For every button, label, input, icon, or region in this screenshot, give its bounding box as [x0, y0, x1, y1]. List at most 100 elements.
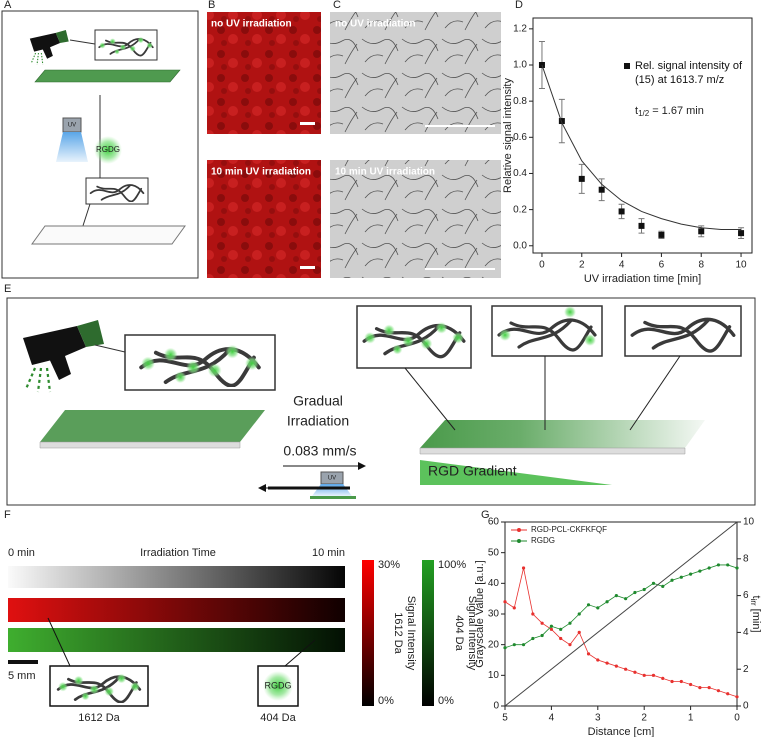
colorbar-max: 30%: [378, 559, 400, 571]
y-tick-label: 30: [488, 609, 500, 620]
data-point: [735, 695, 739, 699]
data-point: [738, 230, 745, 237]
image-caption: 10 min UV irradiation: [335, 167, 435, 178]
data-point: [658, 231, 665, 238]
data-point: [586, 652, 591, 656]
data-point: [661, 584, 665, 589]
x-tick-label: 8: [698, 260, 704, 271]
panel-label: C: [333, 0, 341, 11]
y-tick-label: 0.2: [513, 204, 527, 215]
x-tick-label: 4: [619, 260, 625, 271]
y-tick-label: 0.0: [513, 240, 527, 251]
spray-gun: [29, 30, 70, 66]
data-point: [624, 667, 628, 671]
time-gradient: [8, 566, 345, 588]
connector: [69, 39, 96, 45]
data-point: [716, 689, 721, 693]
data-point: [670, 578, 674, 582]
ms-image-404: [8, 628, 345, 652]
y2-tick-label: 10: [743, 517, 755, 528]
gradient-wedge: [420, 460, 612, 485]
legend-marker: [517, 539, 521, 543]
step-label: Gradual: [293, 393, 343, 409]
data-point: [549, 624, 554, 628]
y-tick-label: 0.4: [513, 168, 527, 179]
data-point: [521, 566, 526, 570]
annotation: t1/2 = 1.67 min: [635, 105, 704, 118]
data-point: [638, 222, 645, 229]
x-tick-label: 1: [688, 713, 694, 724]
x-tick-label: 6: [659, 260, 665, 271]
series-line: [504, 567, 738, 698]
data-point: [707, 566, 711, 570]
data-point: [679, 679, 683, 684]
annotation-main: t: [635, 105, 638, 117]
data-point: [577, 612, 581, 616]
arrow-head: [358, 462, 366, 470]
data-point: [558, 118, 565, 125]
x-tick-label: 2: [641, 713, 647, 724]
data-point: [707, 686, 711, 690]
y-tick-label: 60: [488, 517, 500, 528]
mass-label: 404 Da: [260, 712, 296, 724]
data-point: [512, 643, 516, 647]
uv-label: UV: [328, 476, 336, 482]
uv-light: [312, 484, 352, 496]
time-axis: Irradiation Time: [140, 547, 216, 559]
data-point: [540, 621, 544, 625]
data-point: [596, 658, 600, 662]
y2-tick-label: 8: [743, 553, 749, 564]
data-point: [735, 566, 739, 570]
legend-label: RGDG: [531, 536, 555, 545]
glow: [263, 671, 293, 701]
scale-bar: [300, 122, 315, 125]
data-point: [605, 661, 609, 665]
ms-image-1612: [8, 598, 345, 622]
micrograph: [207, 12, 321, 134]
data-point: [698, 686, 702, 690]
data-point: [633, 670, 637, 674]
x-tick-label: 0: [539, 260, 545, 271]
data-point: [531, 612, 535, 616]
x-axis-label: UV irradiation time [min]: [584, 273, 701, 285]
data-point: [698, 569, 702, 573]
uv-label: UV: [68, 123, 76, 129]
data-point: [689, 682, 693, 687]
data-point: [598, 186, 605, 193]
data-point: [651, 581, 656, 585]
data-point: [689, 572, 693, 576]
scale-bar: [300, 266, 315, 269]
x-tick-label: 4: [549, 713, 555, 724]
step-label: Irradiation: [287, 413, 349, 429]
time-end: 10 min: [312, 547, 345, 559]
legend-label: RGD-PCL-CKFKFQF: [531, 525, 607, 534]
y2-tick-label: 0: [743, 701, 749, 712]
connector: [284, 639, 316, 667]
x-tick-label: 0: [734, 713, 740, 724]
y-tick-label: 0.8: [513, 96, 527, 107]
slab-edge: [419, 447, 686, 455]
x-tick-label: 5: [502, 713, 508, 724]
slab: [40, 410, 265, 442]
series-line: [504, 564, 738, 649]
micrograph: [330, 160, 501, 278]
data-point: [521, 643, 526, 647]
annotation-sub: 1/2: [638, 109, 650, 118]
panel-label: B: [208, 0, 215, 11]
series-line: [504, 521, 738, 707]
data-point: [577, 630, 581, 635]
slab-mini: [310, 496, 356, 499]
legend-box: Rel. signal intensity of (15) at 1613.7 …: [635, 60, 742, 86]
data-point: [726, 563, 730, 567]
scale-label: 5 mm: [8, 670, 36, 682]
y2-axis-label: tirr [min]: [749, 595, 762, 632]
colorbar-min: 0%: [378, 695, 394, 707]
slab: [34, 69, 181, 83]
compound-label: RGDG: [265, 680, 292, 690]
data-point: [568, 643, 572, 647]
legend-label: Rel. signal intensity of (15) at 1613.7 …: [635, 60, 742, 86]
speed-label: 0.083 mm/s: [283, 443, 356, 459]
data-point: [698, 228, 705, 235]
y-tick-label: 0.6: [513, 132, 527, 143]
